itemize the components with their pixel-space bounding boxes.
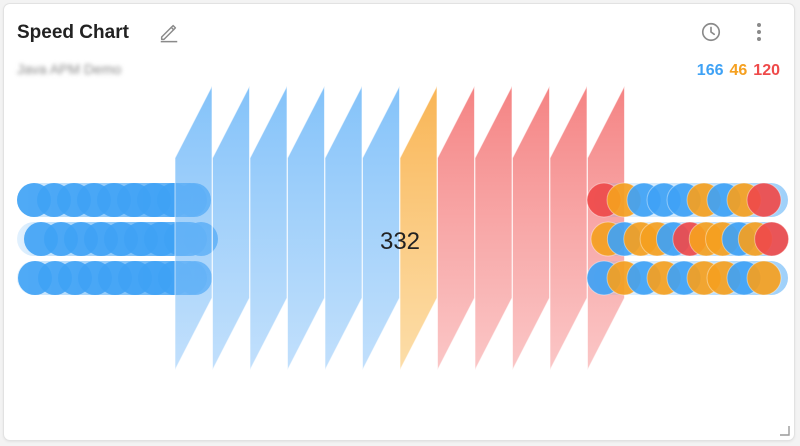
outgoing-dot-warning bbox=[746, 260, 782, 296]
speed-panel-critical bbox=[474, 85, 513, 371]
speed-panel-normal bbox=[324, 85, 363, 371]
speed-panel-normal bbox=[287, 85, 325, 371]
critical-count: 120 bbox=[753, 62, 780, 79]
widget-subtitle: Java APM Demo bbox=[17, 61, 122, 77]
pencil-icon[interactable] bbox=[158, 21, 180, 43]
outgoing-dot-critical bbox=[754, 221, 790, 257]
resize-corner-icon[interactable] bbox=[778, 424, 790, 436]
outgoing-transactions bbox=[586, 182, 790, 296]
clock-icon[interactable] bbox=[700, 21, 722, 43]
normal-count: 166 bbox=[696, 62, 724, 79]
status-counts: 166 46 120 bbox=[691, 62, 780, 80]
speed-panel-normal bbox=[174, 85, 213, 371]
warning-count: 46 bbox=[729, 62, 748, 79]
speed-panel-critical bbox=[549, 85, 588, 371]
speed-panel-normal bbox=[212, 85, 250, 371]
widget-title: Speed Chart bbox=[17, 22, 129, 43]
outgoing-dot-critical bbox=[746, 182, 782, 218]
speed-panel-critical bbox=[437, 85, 475, 371]
total-transaction-count: 332 bbox=[380, 228, 420, 255]
speed-panel-normal bbox=[249, 85, 288, 371]
speed-chart[interactable]: 332 bbox=[4, 4, 794, 440]
speed-panel-critical bbox=[512, 85, 550, 371]
more-vertical-icon[interactable] bbox=[750, 20, 768, 44]
speed-chart-widget: Speed Chart Java APM Demo 166 46 120 bbox=[4, 4, 794, 440]
